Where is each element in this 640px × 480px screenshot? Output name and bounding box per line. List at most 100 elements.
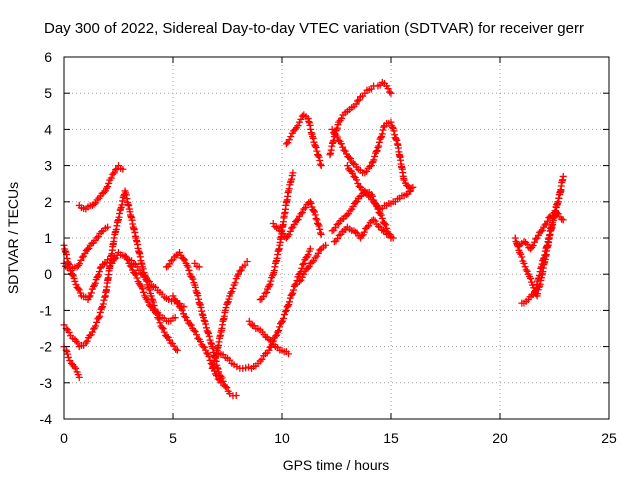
- trace-marker: [139, 265, 147, 273]
- data-point: [147, 292, 155, 300]
- trace-marker: [261, 289, 269, 297]
- data-point: [169, 292, 177, 300]
- trace-marker: [535, 272, 543, 280]
- data-point: [328, 227, 336, 235]
- trace-marker: [224, 299, 231, 307]
- data-point: [317, 162, 325, 170]
- trace-marker: [358, 232, 366, 240]
- trace-marker: [196, 338, 204, 346]
- trace-marker: [131, 269, 139, 277]
- trace-marker: [345, 154, 353, 162]
- trace-marker: [265, 282, 273, 290]
- trace-marker: [174, 300, 182, 308]
- trace-marker: [229, 284, 237, 292]
- trace-marker: [267, 277, 275, 285]
- trace-marker: [523, 240, 531, 248]
- trace-marker: [333, 124, 341, 132]
- trace-marker: [333, 133, 341, 141]
- trace-marker: [543, 243, 551, 251]
- trace-marker: [184, 263, 192, 271]
- trace-marker: [284, 302, 292, 310]
- trace-marker: [366, 162, 374, 170]
- data-point: [213, 372, 221, 380]
- trace-marker: [96, 312, 104, 320]
- trace-marker: [532, 235, 540, 243]
- series-track-4: [75, 162, 127, 213]
- trace-marker: [353, 176, 361, 184]
- trace-marker: [200, 316, 208, 324]
- trace-marker: [317, 229, 325, 237]
- trace-marker: [279, 314, 287, 322]
- x-tick-label: 5: [169, 430, 177, 446]
- trace-marker: [362, 167, 370, 175]
- data-point: [380, 220, 388, 228]
- data-point: [256, 296, 264, 304]
- data-point: [317, 230, 325, 238]
- trace-marker: [314, 249, 322, 257]
- trace-marker: [312, 215, 320, 223]
- data-point: [274, 328, 282, 336]
- data-point: [162, 263, 170, 271]
- trace-marker: [92, 199, 100, 207]
- trace-marker: [335, 231, 343, 239]
- series-track-20: [330, 216, 397, 246]
- series-track-16: [295, 241, 330, 285]
- data-point: [88, 328, 96, 336]
- trace-marker: [203, 349, 211, 357]
- data-point: [363, 223, 371, 231]
- trace-marker: [210, 360, 218, 368]
- trace-marker: [279, 229, 287, 237]
- data-point: [300, 205, 308, 213]
- trace-marker: [227, 289, 235, 297]
- trace-marker: [170, 342, 178, 350]
- trace-marker: [304, 251, 312, 259]
- trace-marker: [541, 247, 549, 255]
- y-tick-labels: -4 -3 -2 -1 0 1 2 3 4 5 6: [40, 49, 53, 427]
- trace-marker: [317, 160, 325, 168]
- y-tick-label: 1: [44, 230, 52, 246]
- trace-marker: [159, 325, 167, 333]
- trace-marker: [316, 157, 324, 165]
- trace-marker: [90, 200, 98, 208]
- trace-marker: [109, 170, 117, 178]
- data-point: [313, 147, 321, 155]
- trace-marker: [391, 131, 399, 139]
- data-point: [160, 328, 168, 336]
- trace-marker: [228, 288, 236, 296]
- trace-marker: [96, 264, 104, 272]
- trace-marker: [537, 227, 545, 235]
- series-track-18: [328, 118, 415, 195]
- trace-marker: [293, 216, 301, 224]
- data-point: [295, 277, 303, 285]
- data-point: [291, 281, 299, 289]
- data-point: [71, 277, 79, 285]
- trace-marker: [530, 238, 538, 246]
- y-tick-label: 2: [44, 194, 52, 210]
- trace-marker: [202, 324, 210, 332]
- trace-marker: [286, 298, 294, 306]
- trace-marker: [370, 156, 378, 164]
- trace-marker: [84, 245, 92, 253]
- trace-marker: [353, 197, 361, 205]
- x-tick-label: 0: [60, 430, 68, 446]
- trace-marker: [356, 192, 364, 200]
- trace-marker: [406, 187, 414, 195]
- trace-marker: [70, 363, 78, 371]
- trace-marker: [379, 226, 387, 234]
- series-track-7: [162, 248, 240, 400]
- trace-marker: [285, 136, 293, 144]
- x-tick-label: 20: [492, 430, 508, 446]
- trace-marker: [311, 142, 319, 150]
- trace-marker: [96, 308, 104, 316]
- trace-marker: [93, 196, 101, 204]
- y-axis-label: SDTVAR / TECUs: [5, 182, 21, 294]
- trace-marker: [138, 285, 146, 293]
- trace-marker: [166, 260, 174, 268]
- trace-marker: [518, 253, 526, 261]
- trace-marker: [301, 204, 309, 212]
- trace-marker: [212, 370, 220, 378]
- trace-marker: [276, 323, 284, 331]
- data-point: [400, 176, 408, 184]
- series-track-12: [245, 317, 293, 358]
- trace-marker: [94, 233, 102, 241]
